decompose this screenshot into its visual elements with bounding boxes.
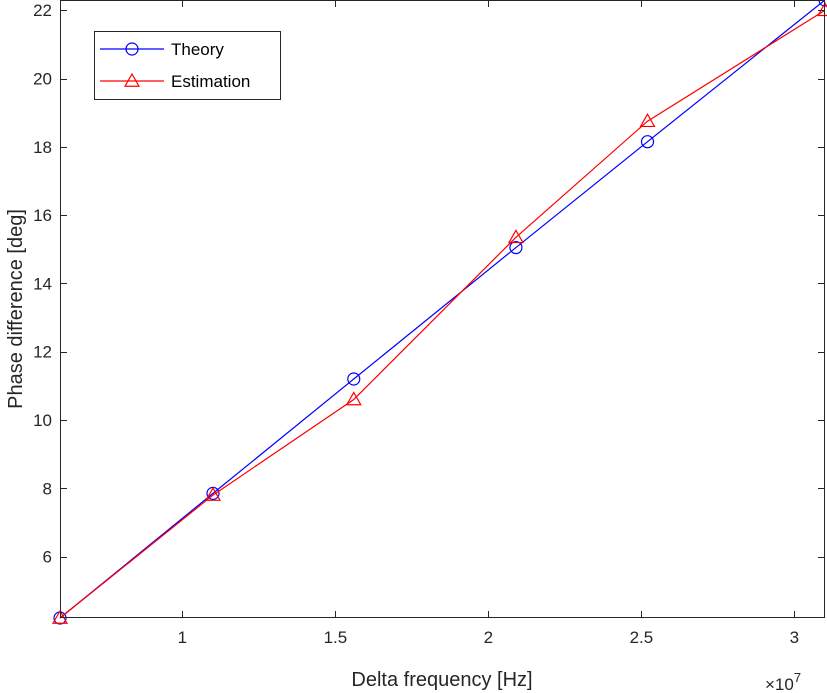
y-tick-label: 22 (33, 1, 52, 20)
theory-line (59, 0, 826, 619)
legend-box (94, 31, 281, 100)
x-axis-label: Delta frequency [Hz] (351, 669, 532, 691)
theory-point (509, 240, 523, 255)
theory-point (640, 135, 655, 149)
x-tick-label: 3 (790, 628, 799, 647)
legend-theory-marker (125, 42, 139, 56)
y-tick-label: 12 (33, 343, 52, 362)
legend-theory-label: Theory (171, 40, 224, 59)
x-tick-label: 2 (484, 628, 493, 647)
y-tick-label: 8 (43, 479, 52, 498)
legend-estimation-label: Estimation (171, 72, 250, 91)
series-layer (51, 0, 827, 625)
x-multiplier-base: ×10 (765, 675, 794, 693)
y-tick-label: 16 (33, 206, 52, 225)
y-tick-label: 10 (33, 411, 52, 430)
x-tick-label: 1 (178, 628, 187, 647)
estimation-point (507, 229, 524, 244)
ticks-layer: 1 1.5 2 2.5 3 6 8 10 12 14 16 18 20 22 (33, 0, 825, 647)
estimation-point (639, 113, 656, 128)
estimation-point (345, 391, 362, 406)
y-axis-label: Phase difference [deg] (5, 209, 27, 409)
y-tick-label: 18 (33, 138, 52, 157)
y-tick-label: 20 (33, 70, 52, 89)
plot-box (60, 0, 825, 618)
x-tick-label: 1.5 (324, 628, 348, 647)
x-tick-label: 2.5 (630, 628, 654, 647)
legend: Theory Estimation (94, 31, 281, 100)
estimation-line (59, 9, 826, 619)
x-multiplier-label: ×107 (765, 670, 801, 693)
y-tick-label: 14 (33, 274, 52, 293)
x-multiplier-exponent: 7 (794, 670, 801, 685)
theory-point (347, 372, 361, 386)
estimation-point (204, 486, 222, 501)
y-tick-label: 6 (43, 548, 52, 567)
legend-estimation-marker (123, 72, 141, 87)
